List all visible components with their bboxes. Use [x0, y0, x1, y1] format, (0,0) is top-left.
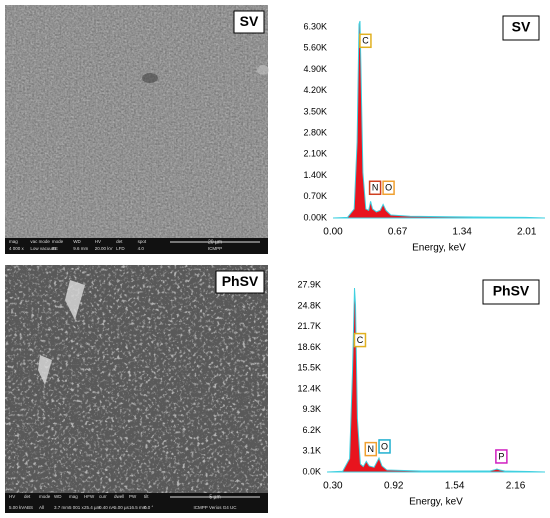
y-tick-label: 27.9K — [297, 280, 321, 290]
image-label: PhSV — [222, 273, 259, 289]
scale-text: 5 µm — [209, 494, 220, 500]
annotation: N — [368, 444, 375, 454]
annotation: O — [381, 441, 388, 451]
info-label: vac mode — [30, 239, 50, 244]
y-tick-label: 6.2K — [302, 425, 321, 435]
info-label: spot — [138, 239, 147, 244]
info-value: 9.6 mm — [73, 246, 88, 251]
x-tick-label: 0.92 — [384, 481, 404, 492]
chart-title: SV — [512, 19, 531, 35]
info-label: curr — [99, 494, 107, 499]
spectrum — [332, 20, 546, 219]
info-value: 20.00 kV — [95, 246, 113, 251]
info-value: LFD — [116, 246, 125, 251]
info-value: ABS — [24, 505, 33, 510]
annotation-box — [364, 441, 378, 457]
y-tick-label: 6.30K — [303, 21, 327, 31]
annotation: P — [498, 451, 504, 461]
info-label: mag — [69, 494, 78, 499]
info-value: 4 000 x — [9, 246, 25, 251]
info-label: dwell — [114, 494, 124, 499]
info-value: 25.4 µm — [84, 505, 101, 510]
y-tick-label: 3.1K — [302, 446, 321, 456]
info-label: HFW — [84, 494, 95, 499]
x-tick-label: 0.30 — [323, 481, 343, 492]
y-tick-label: 0.0K — [302, 466, 321, 476]
x-tick-label: 1.54 — [445, 481, 465, 492]
y-tick-label: 5.60K — [303, 43, 327, 53]
annotation: C — [362, 36, 369, 46]
info-value: 0.0 ° — [144, 505, 154, 510]
spectrum — [326, 287, 546, 473]
image-label-box — [233, 10, 265, 34]
y-tick-label: 2.80K — [303, 128, 327, 138]
y-tick-label: 0.70K — [303, 191, 327, 201]
info-value: 0.40 nA — [99, 505, 115, 510]
info-value: 5.00 kV — [9, 505, 24, 510]
annotation: N — [372, 183, 379, 193]
y-tick-label: 4.20K — [303, 85, 327, 95]
annotation-box — [368, 180, 382, 196]
image-label: SV — [240, 13, 259, 29]
x-tick-label: 0.00 — [323, 227, 343, 238]
info-label: det — [116, 239, 123, 244]
sem-image-2 — [5, 265, 268, 513]
info-label: mag — [9, 239, 18, 244]
x-tick-label: 2.16 — [506, 481, 526, 492]
annotation: C — [357, 335, 364, 345]
info-value: 5.00 µs — [114, 505, 130, 510]
x-tick-label: 1.34 — [452, 227, 472, 238]
y-tick-label: 18.6K — [297, 342, 321, 352]
info-label: PW — [129, 494, 137, 499]
y-tick-label: 4.90K — [303, 64, 327, 74]
y-tick-label: 12.4K — [297, 383, 321, 393]
info-value: Low vacuum — [30, 246, 56, 251]
annotation: O — [385, 183, 392, 193]
y-tick-label: 1.40K — [303, 170, 327, 180]
info-value: 3.7 mm — [54, 505, 69, 510]
y-tick-label: 0.00K — [303, 212, 327, 222]
info-value: 4.0 — [138, 246, 145, 251]
info-label: mode — [39, 494, 51, 499]
x-tick-label: 2.01 — [517, 227, 537, 238]
y-tick-label: 15.5K — [297, 363, 321, 373]
annotation-box — [353, 332, 367, 348]
info-label: tilt — [144, 494, 149, 499]
info-label: HV — [9, 494, 15, 499]
x-axis-label: Energy, keV — [409, 497, 463, 508]
x-axis-label: Energy, keV — [412, 243, 466, 254]
annotation-box — [359, 33, 372, 49]
chart-title: PhSV — [493, 283, 530, 299]
info-value: 16.5 mm — [129, 505, 147, 510]
info-value: All — [39, 505, 44, 510]
lab-text: ICMPP Verios G4 UC — [194, 505, 238, 510]
info-value: SE — [52, 246, 58, 251]
y-tick-label: 24.8K — [297, 300, 321, 310]
annotation-box — [495, 449, 508, 464]
lab-text: ICMPP — [208, 246, 222, 251]
title-box — [482, 279, 540, 305]
info-label: WD — [54, 494, 62, 499]
y-tick-label: 9.3K — [302, 404, 321, 414]
info-label: WD — [73, 239, 81, 244]
annotation-box — [378, 439, 391, 454]
annotation-box — [382, 180, 395, 196]
scale-text: 20 µm — [208, 239, 222, 245]
x-tick-label: 0.67 — [388, 227, 408, 238]
y-tick-label: 21.7K — [297, 321, 321, 331]
title-box — [502, 15, 540, 41]
info-value: 5 001 x — [69, 505, 85, 510]
sem-image-1 — [5, 5, 269, 254]
image-label-box — [215, 270, 265, 294]
info-label: mode — [52, 239, 64, 244]
info-label: HV — [95, 239, 101, 244]
y-tick-label: 3.50K — [303, 106, 327, 116]
y-tick-label: 2.10K — [303, 149, 327, 159]
info-label: det — [24, 494, 31, 499]
